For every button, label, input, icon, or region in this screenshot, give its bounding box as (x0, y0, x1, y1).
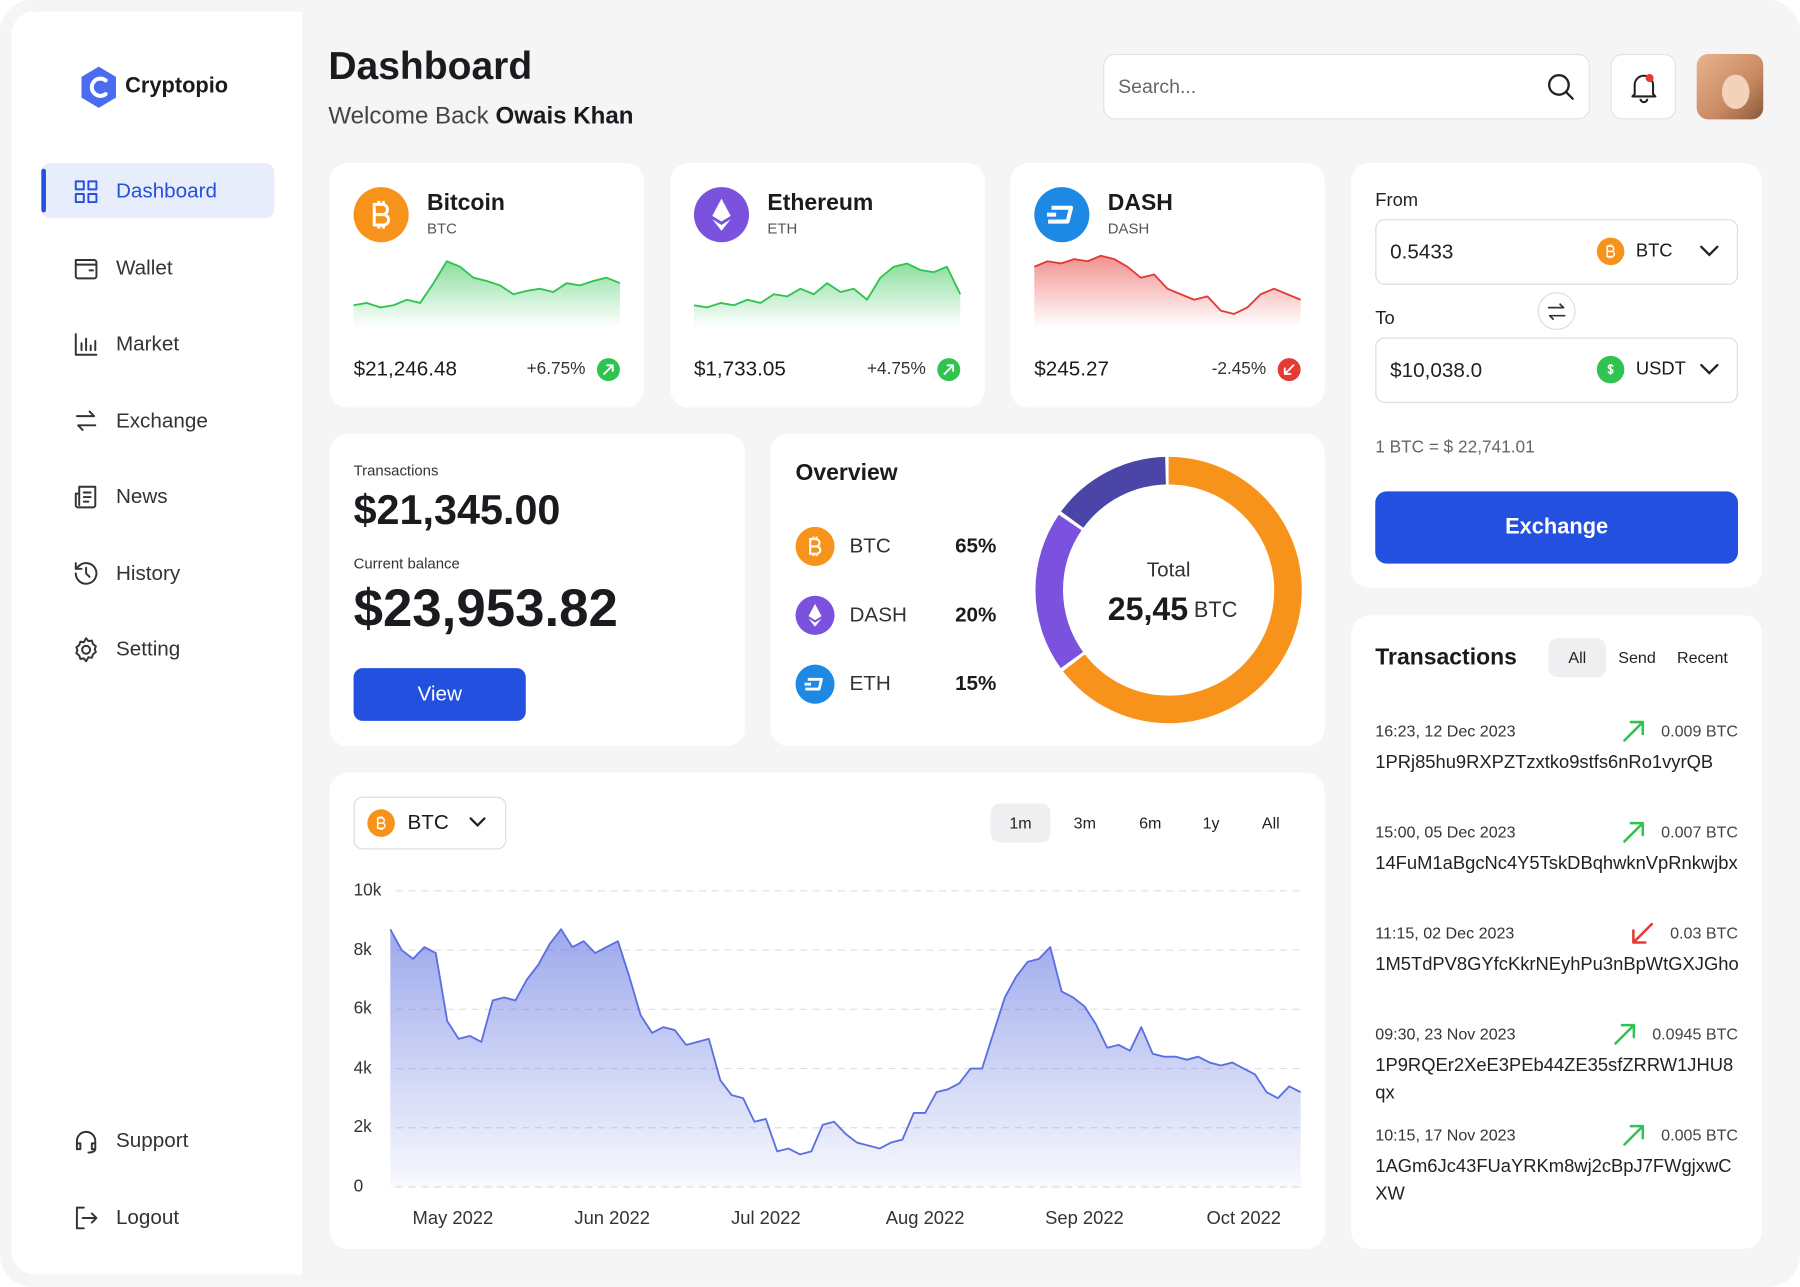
search-placeholder: Search... (1118, 75, 1197, 98)
x-tick-label: Jul 2022 (731, 1209, 801, 1229)
transaction-time: 10:15, 17 Nov 2023 (1375, 1125, 1516, 1145)
y-tick-label: 8k (353, 939, 372, 960)
transaction-tab[interactable]: All (1568, 648, 1587, 667)
nav-item[interactable]: Support (115, 1128, 189, 1152)
x-tick-label: Oct 2022 (1206, 1209, 1282, 1229)
donut-center-value: 25,45 (1107, 591, 1189, 628)
coin-price: $245.27 (1034, 357, 1110, 381)
legend-label: ETH (849, 671, 891, 695)
coin-price: $21,246.48 (353, 357, 457, 381)
coin-name: Ethereum (767, 190, 874, 216)
coin-price: $1,733.05 (693, 357, 786, 381)
currency-label[interactable]: USDT (1635, 359, 1686, 380)
legend-label: BTC (849, 534, 891, 557)
transaction-address: 14FuM1aBgcNc4Y5TskDBqhwknVpRnkwjbx (1375, 854, 1738, 874)
nav-item[interactable]: News (115, 484, 168, 508)
nav-item[interactable]: Exchange (115, 408, 208, 432)
transaction-time: 09:30, 23 Nov 2023 (1375, 1024, 1516, 1044)
transaction-tab[interactable]: Recent (1676, 648, 1728, 667)
transactions-amount: $21,345.00 (353, 486, 561, 534)
overview-title: Overview (795, 460, 898, 486)
coin-symbol: ETH (767, 219, 798, 237)
nav-item[interactable]: Dashboard (115, 179, 218, 203)
coin-symbol: BTC (427, 219, 457, 237)
transaction-address: 1M5TdPV8GYfcKkrNEyhPu3nBpWtGXJGho (1375, 955, 1739, 975)
exchange-rate: 1 BTC = $ 22,741.01 (1375, 437, 1535, 457)
transactions-label: Transactions (353, 461, 439, 479)
transactions-card (1351, 615, 1763, 1249)
balance-label: Current balance (353, 554, 460, 572)
y-tick-label: 10k (353, 880, 382, 900)
legend-value: 20% (955, 602, 997, 626)
nav-item[interactable]: Logout (115, 1205, 180, 1229)
transaction-address: 1AGm6Jc43FUaYRKm8wj2cBpJ7FWgjxwCXW (1375, 1157, 1732, 1205)
coin-change: +4.75% (866, 359, 926, 379)
coin-name: Bitcoin (427, 190, 505, 216)
transaction-tab[interactable]: Send (1618, 648, 1656, 667)
exchange-button[interactable] (1375, 491, 1739, 564)
view-button-label[interactable]: View (417, 682, 462, 706)
sidebar (11, 11, 302, 1275)
transactions-title: Transactions (1375, 645, 1517, 671)
donut-center-unit: BTC (1193, 598, 1238, 623)
legend-label: DASH (849, 602, 907, 626)
transaction-amount: 0.0945 BTC (1652, 1024, 1739, 1044)
brand-name: Cryptopio (125, 74, 229, 99)
legend-value: 65% (955, 534, 997, 557)
coin-symbol: DASH (1107, 219, 1150, 237)
y-tick-label: 4k (353, 1058, 372, 1078)
period-active-bg[interactable] (990, 803, 1051, 843)
transaction-amount: 0.005 BTC (1661, 1125, 1739, 1145)
transaction-time: 15:00, 05 Dec 2023 (1375, 822, 1516, 841)
user-name: Owais Khan (495, 102, 634, 130)
transaction-amount: 0.007 BTC (1661, 822, 1739, 841)
coin-change: -2.45% (1211, 359, 1267, 379)
view-button[interactable] (353, 668, 526, 721)
amount-input[interactable] (1375, 219, 1739, 285)
amount-value[interactable]: 0.5433 (1390, 240, 1454, 264)
tab-active-bg[interactable] (1548, 638, 1606, 678)
to-label: To (1375, 309, 1395, 329)
coin-change: +6.75% (526, 359, 586, 379)
amount-input[interactable] (1375, 337, 1739, 403)
transaction-address: 1P9RQEr2XeE3PEb44ZE35sfZRRW1JHU8qx (1375, 1056, 1734, 1104)
currency-label[interactable]: BTC (1635, 241, 1673, 262)
y-tick-label: 6k (353, 998, 372, 1019)
x-tick-label: Aug 2022 (885, 1209, 965, 1229)
period-tab[interactable]: 3m (1073, 813, 1096, 832)
transaction-amount: 0.009 BTC (1661, 721, 1739, 740)
period-tab[interactable]: 1y (1202, 813, 1220, 832)
greeting: Welcome Back (328, 102, 489, 130)
nav-item[interactable]: Market (115, 331, 180, 355)
symbol-label[interactable]: BTC (407, 810, 449, 834)
y-tick-label: 2k (353, 1117, 372, 1137)
period-tab[interactable]: All (1261, 813, 1280, 832)
transaction-time: 11:15, 02 Dec 2023 (1375, 923, 1515, 943)
nav-item[interactable]: History (115, 561, 181, 584)
transaction-amount: 0.03 BTC (1670, 923, 1739, 943)
nav-item[interactable]: Setting (115, 637, 181, 661)
transaction-time: 16:23, 12 Dec 2023 (1375, 721, 1516, 740)
avatar[interactable] (1696, 53, 1764, 120)
page-title: Dashboard (328, 44, 533, 88)
search-box[interactable] (1103, 53, 1590, 120)
x-tick-label: Sep 2022 (1045, 1209, 1124, 1229)
from-label: From (1375, 191, 1419, 211)
period-tab[interactable]: 1m (1009, 813, 1032, 832)
donut-center-label: Total (1146, 558, 1191, 582)
balance-amount: $23,953.82 (353, 577, 618, 638)
legend-value: 15% (955, 671, 997, 695)
nav-item[interactable]: Wallet (115, 255, 173, 279)
x-tick-label: May 2022 (412, 1209, 494, 1229)
x-tick-label: Jun 2022 (574, 1209, 650, 1229)
amount-value[interactable]: $10,038.0 (1390, 358, 1483, 382)
transaction-address: 1PRj85hu9RXPZTzxtko9stfs6nRo1vyrQB (1375, 753, 1714, 773)
exchange-button-label[interactable]: Exchange (1505, 514, 1609, 540)
period-tab[interactable]: 6m (1139, 813, 1162, 832)
bell-box[interactable] (1610, 53, 1677, 120)
coin-name: DASH (1107, 190, 1173, 216)
nav-active-bar (41, 168, 46, 213)
y-tick-label: 0 (353, 1176, 364, 1197)
